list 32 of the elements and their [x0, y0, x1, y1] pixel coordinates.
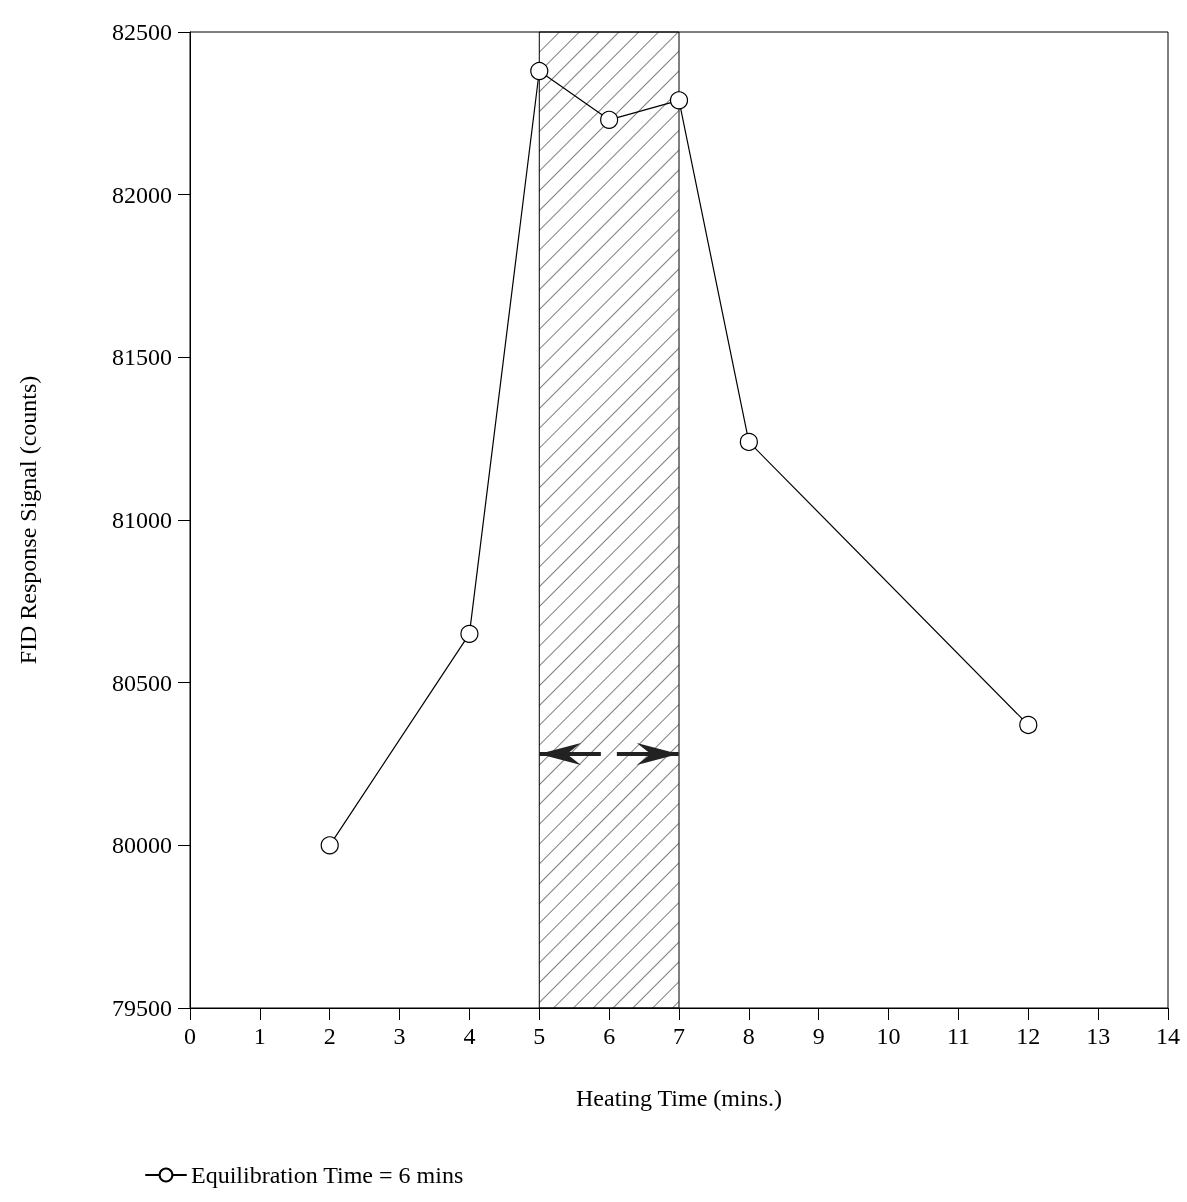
- y-tick-label: 79500: [112, 995, 172, 1021]
- x-tick-label: 6: [603, 1023, 616, 1049]
- point: [460, 624, 479, 643]
- x-tick-label: 10: [876, 1023, 901, 1049]
- y-tick-label: 80500: [112, 669, 172, 696]
- x-tick-label: 1: [253, 1023, 266, 1049]
- point: [320, 836, 339, 855]
- x-tick-label: 12: [1016, 1023, 1041, 1049]
- x-tick-label: 14: [1156, 1023, 1180, 1049]
- x-tick-label: 5: [533, 1023, 546, 1049]
- x-tick-label: 9: [812, 1023, 825, 1049]
- x-tick-label: 0: [184, 1023, 196, 1049]
- point: [1019, 715, 1038, 735]
- x-tick-label: 13: [1086, 1023, 1111, 1049]
- x-tick-label: 2: [323, 1023, 336, 1049]
- x-tick-label: 3: [393, 1023, 406, 1049]
- point: [669, 91, 689, 110]
- y-tick-label: 81000: [112, 507, 172, 533]
- legend-label: Equilibration Time = 6 mins: [191, 1162, 464, 1188]
- x-axis-title: Heating Time (mins.): [575, 1085, 783, 1111]
- point: [739, 432, 758, 452]
- y-tick-label: 82000: [112, 181, 172, 208]
- point: [600, 110, 619, 129]
- y-tick-label: 82500: [112, 19, 172, 45]
- x-tick-label: 11: [946, 1023, 970, 1049]
- x-tick-label: 4: [463, 1023, 476, 1049]
- x-tick-label: 7: [673, 1023, 685, 1049]
- point: [530, 61, 549, 81]
- y-tick-label: 80000: [112, 832, 172, 859]
- y-axis-title: FID Response Signal (counts): [15, 375, 41, 665]
- y-tick-label: 81500: [112, 344, 172, 371]
- x-tick-label: 8: [742, 1023, 755, 1049]
